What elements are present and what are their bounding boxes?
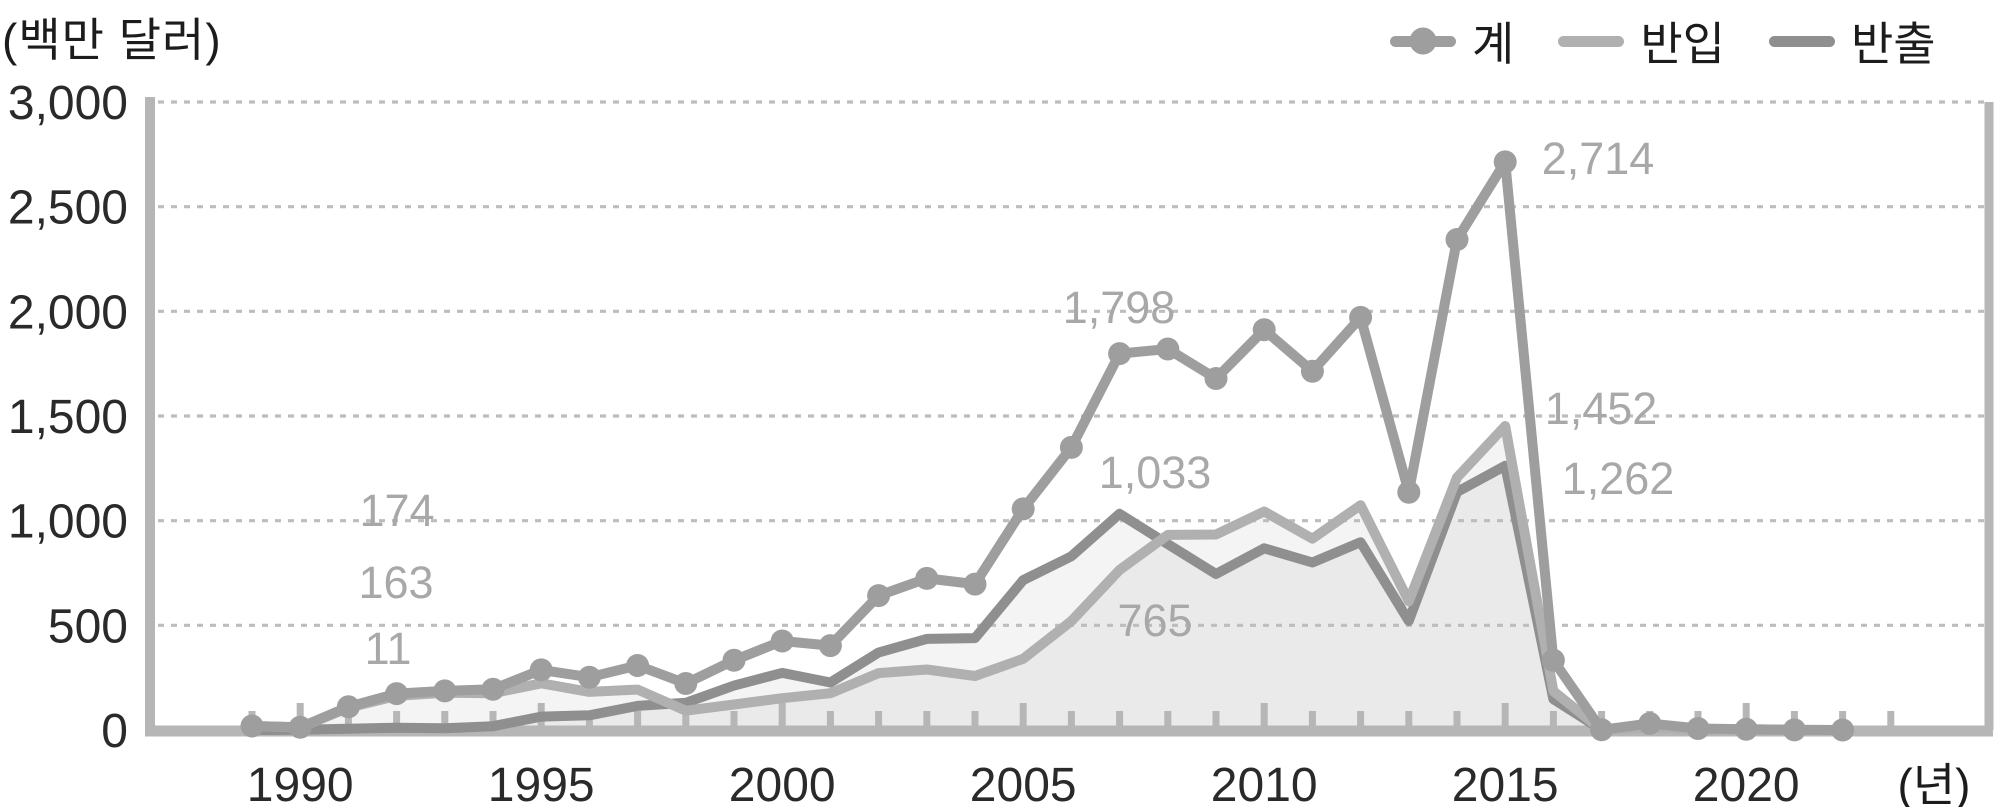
- y-tick-label-1000: 1,000: [8, 496, 128, 549]
- legend-item-total: 계: [1390, 8, 1514, 74]
- legend-label-inbound: 반입: [1640, 18, 1725, 70]
- marker-계-1994: [481, 677, 505, 701]
- marker-계-2014: [1445, 228, 1469, 251]
- total-marker-dot: [1409, 27, 1437, 55]
- marker-계-2022: [1831, 718, 1855, 742]
- series-line-반입: [247, 421, 1848, 735]
- marker-계-2016: [1541, 648, 1565, 672]
- annotation-1,033: 1,033: [1099, 447, 1212, 498]
- marker-계-2021: [1782, 718, 1806, 742]
- inbound-line-swatch: [1558, 35, 1625, 47]
- marker-계-1989: [240, 714, 264, 738]
- y-tick-label-500: 500: [48, 600, 128, 653]
- marker-계-2009: [1204, 367, 1228, 390]
- marker-계-2005: [1011, 497, 1035, 521]
- x-tick-label-2005: 2005: [970, 759, 1077, 807]
- annotation-174: 174: [359, 485, 434, 536]
- marker-계-2007: [1108, 342, 1132, 366]
- legend-label-outbound: 반출: [1850, 18, 1936, 70]
- marker-계-1992: [385, 682, 409, 706]
- legend-item-inbound: 반입: [1558, 8, 1725, 74]
- marker-계-1991: [336, 695, 360, 719]
- annotation-11: 11: [365, 623, 412, 674]
- legend-item-outbound: 반출: [1768, 8, 1936, 74]
- marker-계-2006: [1059, 435, 1083, 459]
- area-fill-반입: [252, 426, 1843, 730]
- marker-계-1999: [722, 648, 746, 672]
- marker-계-2020: [1734, 717, 1758, 741]
- y-tick-label-2000: 2,000: [8, 286, 128, 339]
- marker-계-2010: [1252, 318, 1276, 342]
- marker-계-2015: [1493, 150, 1517, 174]
- y-tick-label-0: 0: [101, 705, 128, 758]
- x-axis-unit-label: (년): [1898, 759, 1971, 807]
- marker-계-2008: [1156, 337, 1180, 361]
- marker-계-1997: [626, 654, 650, 677]
- marker-계-2004: [963, 572, 987, 596]
- x-tick-label-1995: 1995: [488, 759, 595, 807]
- marker-계-1996: [577, 665, 601, 689]
- marker-계-1993: [433, 679, 457, 703]
- x-tick-label-1990: 1990: [247, 759, 354, 807]
- y-tick-label-1500: 1,500: [8, 391, 128, 444]
- annotation-163: 163: [358, 557, 433, 608]
- marker-계-2003: [915, 566, 939, 590]
- x-tick-label-2015: 2015: [1452, 759, 1559, 807]
- marker-계-2017: [1590, 718, 1614, 742]
- y-tick-label-3000: 3,000: [8, 77, 128, 130]
- marker-계-2001: [818, 634, 842, 658]
- x-tick-label-2010: 2010: [1211, 759, 1318, 807]
- annotation-2,714: 2,714: [1542, 133, 1655, 184]
- annotation-1,798: 1,798: [1063, 282, 1176, 333]
- legend-label-total: 계: [1472, 18, 1515, 70]
- marker-계-1995: [529, 658, 553, 682]
- marker-계-2013: [1397, 480, 1421, 504]
- annotation-765: 765: [1117, 595, 1192, 646]
- legend: 계 반입 반출: [1390, 8, 1936, 74]
- marker-계-2019: [1686, 717, 1710, 740]
- marker-계-2012: [1349, 305, 1373, 329]
- marker-계-2000: [770, 629, 794, 653]
- marker-계-2018: [1638, 712, 1662, 735]
- y-tick-label-2500: 2,500: [8, 182, 128, 235]
- marker-계-2011: [1300, 359, 1324, 383]
- x-tick-label-2020: 2020: [1693, 759, 1800, 807]
- marker-계-1998: [674, 672, 698, 695]
- annotation-1,452: 1,452: [1545, 383, 1658, 434]
- marker-계-1990: [288, 715, 312, 739]
- annotation-1,262: 1,262: [1562, 453, 1675, 504]
- marker-계-2002: [867, 584, 891, 608]
- outbound-line-swatch: [1768, 35, 1835, 47]
- total-line-swatch: [1390, 27, 1456, 55]
- series-line-계: [247, 156, 1848, 735]
- x-tick-label-2000: 2000: [729, 759, 836, 807]
- y-axis-unit-label: (백만 달러): [2, 14, 222, 66]
